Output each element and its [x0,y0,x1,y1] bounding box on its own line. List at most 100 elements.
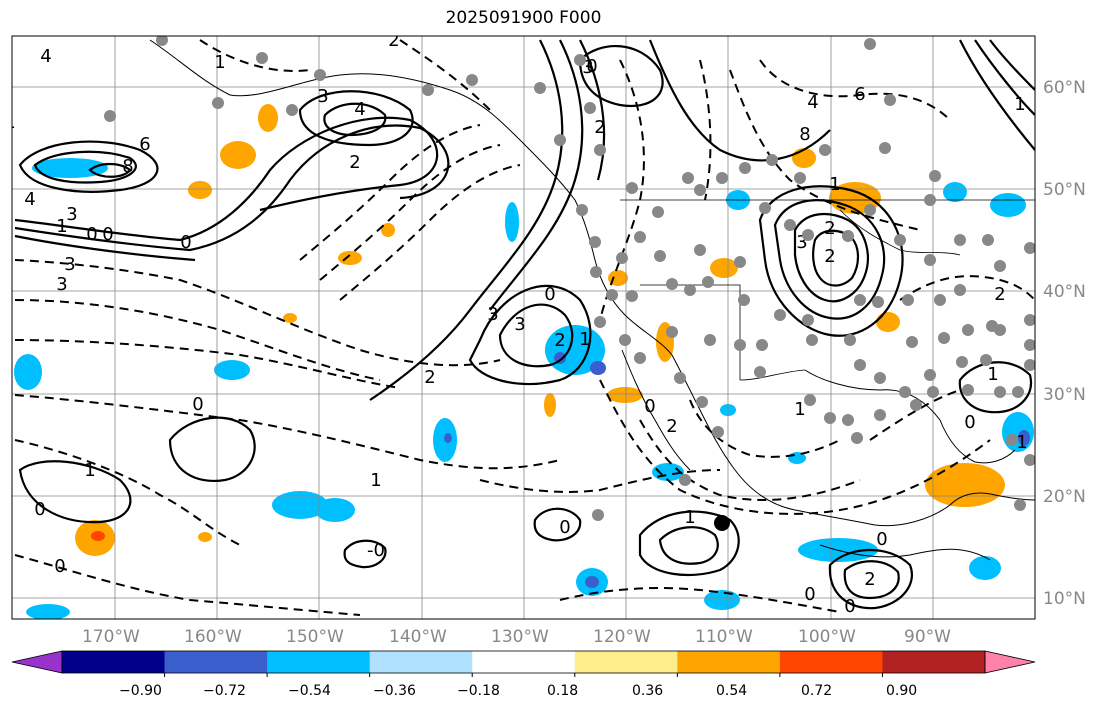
station-marker [899,386,911,398]
station-marker [774,309,786,321]
station-marker [954,234,966,246]
station-marker [616,252,628,264]
contour-label: 3 [317,86,328,107]
station-marker [576,204,588,216]
lon-label: 110°W [695,627,753,647]
shade-patch [943,182,967,202]
station-marker [994,260,1006,272]
shade-patch [990,193,1026,217]
lat-label: 10°N [1043,589,1086,609]
shade-patch [188,181,212,199]
contour-label: 2 [424,367,435,388]
shade-patch [283,313,297,323]
lon-label: 90°W [904,627,951,647]
contour-label: 2 [594,117,605,138]
shading-layer [14,104,1034,619]
contour-label: 0 [102,224,113,245]
contour-label: 3 [487,304,498,325]
contour-label: 1 [829,174,840,195]
contour-label: 0 [804,584,815,605]
station-marker [874,409,886,421]
shade-patch [554,352,566,364]
station-marker [594,316,606,328]
station-marker [314,69,326,81]
shade-patch [315,498,355,522]
contour-label: 0 [876,529,887,550]
station-marker [824,412,836,424]
contour-label: 4 [24,189,35,210]
station-marker [702,276,714,288]
shade-patch [444,433,452,443]
station-marker [156,36,168,46]
contour-label: 0 [544,284,555,305]
station-marker [674,372,686,384]
station-marker [962,324,974,336]
colorbar-tick-label: −0.36 [373,683,416,699]
station-marker [844,334,856,346]
lon-label: 140°W [389,627,447,647]
station-marker [910,399,922,411]
colorbar-segment [882,651,986,673]
lon-label: 130°W [491,627,549,647]
station-marker [1024,359,1035,371]
colorbar-arrow-left [11,650,63,674]
colorbar-tick-label: −0.72 [203,683,246,699]
station-marker [794,172,806,184]
contour-label: 3 [796,232,807,253]
station-marker [716,172,728,184]
station-marker [594,144,606,156]
station-marker [734,339,746,351]
colorbar-tick-label: 0.54 [716,683,748,699]
station-marker [986,320,998,332]
colorbar-segment [574,651,678,673]
colorbar-tick-label: 0.72 [801,683,833,699]
colorbar-segment [164,651,268,673]
contour-label: 1 [1016,432,1027,453]
station-marker [924,369,936,381]
colorbar-ticks [164,673,883,677]
shade-patch [704,590,740,610]
shade-patch [608,270,628,286]
contour-label: 0 [34,499,45,520]
lon-label: 160°W [184,627,242,647]
lon-label: 120°W [593,627,651,647]
contour-label: 2 [388,30,399,51]
contour-label: 3 [582,57,593,78]
coastlines [149,39,1035,561]
station-marker [956,356,968,368]
colorbar-segment [677,651,781,673]
colorbar-segment [267,651,371,673]
station-marker [929,170,941,182]
contour-label: 1 [214,52,225,73]
colorbar-tick-label: 0.90 [886,683,918,699]
station-marker [1012,386,1024,398]
station-marker [606,289,618,301]
contour-label: 1 [579,329,590,350]
shade-patch [925,463,1005,507]
station-marker [864,38,876,50]
station-marker [679,474,691,486]
station-marker [684,284,696,296]
station-marker [666,278,678,290]
contour-label: 8 [799,124,810,145]
lat-label: 60°N [1043,78,1086,98]
contour-label: 0 [964,412,975,433]
station-marker [1024,454,1035,466]
contour-label: 2 [349,152,360,173]
station-marker [879,142,891,154]
contour-label: 4 [807,92,818,113]
station-marker [1006,434,1018,446]
colorbar-segment [472,651,576,673]
contour-label: 1 [1014,94,1025,115]
shade-patch [876,312,900,332]
station-marker [739,162,751,174]
contour-label: 2 [554,330,565,351]
shade-patch [969,556,1001,580]
station-marker [584,102,596,114]
contour-label: 0 [644,396,655,417]
contour-label: 2 [864,569,875,590]
contour-label: 3 [514,314,525,335]
contour-label: 6 [854,84,865,105]
station-marker [756,339,768,351]
station-marker [842,414,854,426]
